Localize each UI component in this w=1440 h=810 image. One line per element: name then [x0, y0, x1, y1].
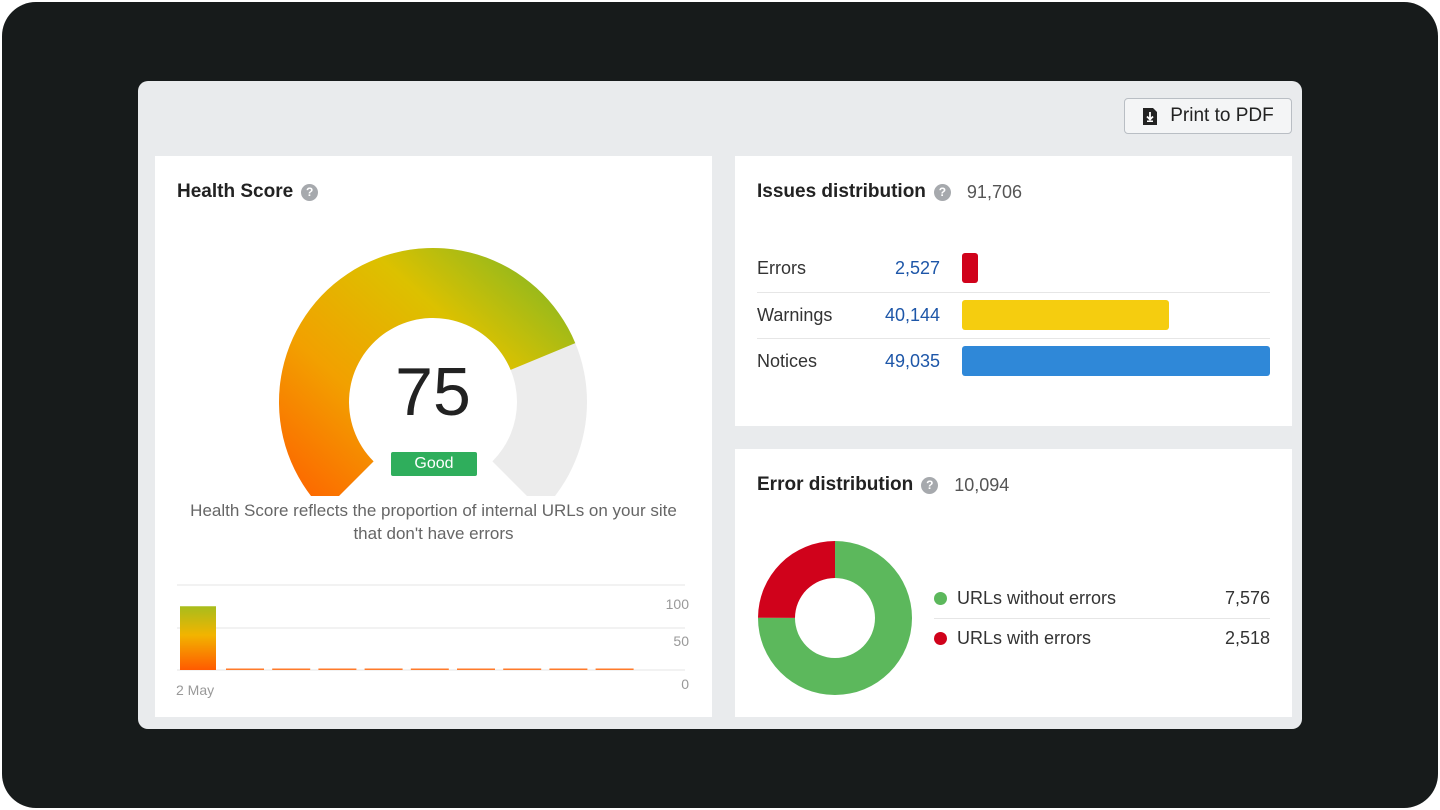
- y-tick-100: 100: [665, 596, 689, 612]
- legend-label: URLs without errors: [957, 587, 1117, 608]
- error-distribution-title: Error distribution ? 10,094: [757, 474, 1009, 496]
- donut-slice-with-errors[interactable]: [758, 541, 835, 618]
- help-icon[interactable]: ?: [301, 183, 319, 201]
- issue-bar-notices: [962, 346, 1270, 376]
- issue-bar-warnings: [962, 300, 1169, 330]
- issues-distribution-title: Issues distribution ? 91,706: [757, 181, 1022, 203]
- pdf-download-icon: [1143, 107, 1158, 125]
- legend-dot-green: [934, 591, 947, 605]
- print-to-pdf-label: Print to PDF: [1170, 105, 1274, 126]
- y-tick-0: 0: [681, 676, 689, 692]
- help-icon[interactable]: ?: [933, 183, 951, 201]
- history-bar[interactable]: [410, 668, 449, 671]
- history-bar[interactable]: [318, 668, 357, 671]
- errors-total: 10,094: [954, 474, 1010, 495]
- legend-value: 7,576: [1224, 587, 1270, 608]
- history-bar[interactable]: [364, 668, 403, 671]
- error-donut-chart: [758, 541, 912, 695]
- health-score-value: 75: [395, 354, 471, 430]
- issue-label: Errors: [757, 257, 806, 278]
- health-score-title: Health Score ?: [177, 181, 319, 203]
- gauge-fill: [279, 248, 576, 496]
- legend-label: URLs with errors: [957, 627, 1092, 648]
- help-icon[interactable]: ?: [921, 476, 939, 494]
- issues-total: 91,706: [966, 181, 1022, 202]
- issue-row-notices[interactable]: Notices 49,035: [757, 338, 1270, 384]
- row-divider: [757, 338, 1270, 339]
- error-distribution-title-text: Error distribution: [757, 474, 914, 495]
- health-score-description: Health Score reflects the proportion of …: [190, 501, 677, 543]
- health-score-card: Health Score ? 75 Good Health Score refl…: [155, 156, 712, 717]
- issues-distribution-title-text: Issues distribution: [757, 181, 926, 202]
- legend-row-with-errors[interactable]: URLs with errors 2,518: [934, 618, 1270, 658]
- x-date-label: 2 May: [176, 682, 215, 698]
- history-bar[interactable]: [226, 668, 264, 671]
- y-tick-50: 50: [673, 633, 689, 649]
- history-bar[interactable]: [272, 668, 311, 671]
- health-gauge: [279, 248, 587, 496]
- issue-label: Notices: [757, 350, 818, 371]
- row-divider: [757, 292, 1270, 293]
- issue-count[interactable]: 40,144: [884, 304, 940, 325]
- health-history-chart: [177, 584, 685, 671]
- issue-count[interactable]: 2,527: [894, 257, 940, 278]
- error-distribution-card: Error distribution ? 10,094 URLs without…: [735, 449, 1292, 717]
- history-bar[interactable]: [549, 668, 588, 671]
- donut-slice-without-errors[interactable]: [758, 541, 912, 695]
- issue-bar-errors: [962, 253, 978, 283]
- history-bar[interactable]: [457, 668, 495, 671]
- issue-label: Warnings: [757, 304, 833, 325]
- issues-distribution-card: Issues distribution ? 91,706 Errors 2,52…: [735, 156, 1292, 426]
- issue-row-warnings[interactable]: Warnings 40,144: [757, 292, 1270, 338]
- legend-row-without-errors[interactable]: URLs without errors 7,576: [934, 578, 1270, 618]
- health-status-badge: Good: [391, 452, 477, 476]
- history-bar[interactable]: [595, 668, 634, 671]
- legend-value: 2,518: [1224, 627, 1270, 648]
- row-divider: [934, 618, 1270, 619]
- print-to-pdf-button[interactable]: Print to PDF: [1124, 98, 1292, 134]
- health-score-title-text: Health Score: [177, 181, 294, 202]
- history-bar[interactable]: [503, 668, 542, 671]
- legend-dot-red: [934, 631, 947, 645]
- history-bar[interactable]: [180, 606, 216, 670]
- issue-count[interactable]: 49,035: [884, 350, 940, 371]
- issue-row-errors[interactable]: Errors 2,527: [757, 245, 1270, 291]
